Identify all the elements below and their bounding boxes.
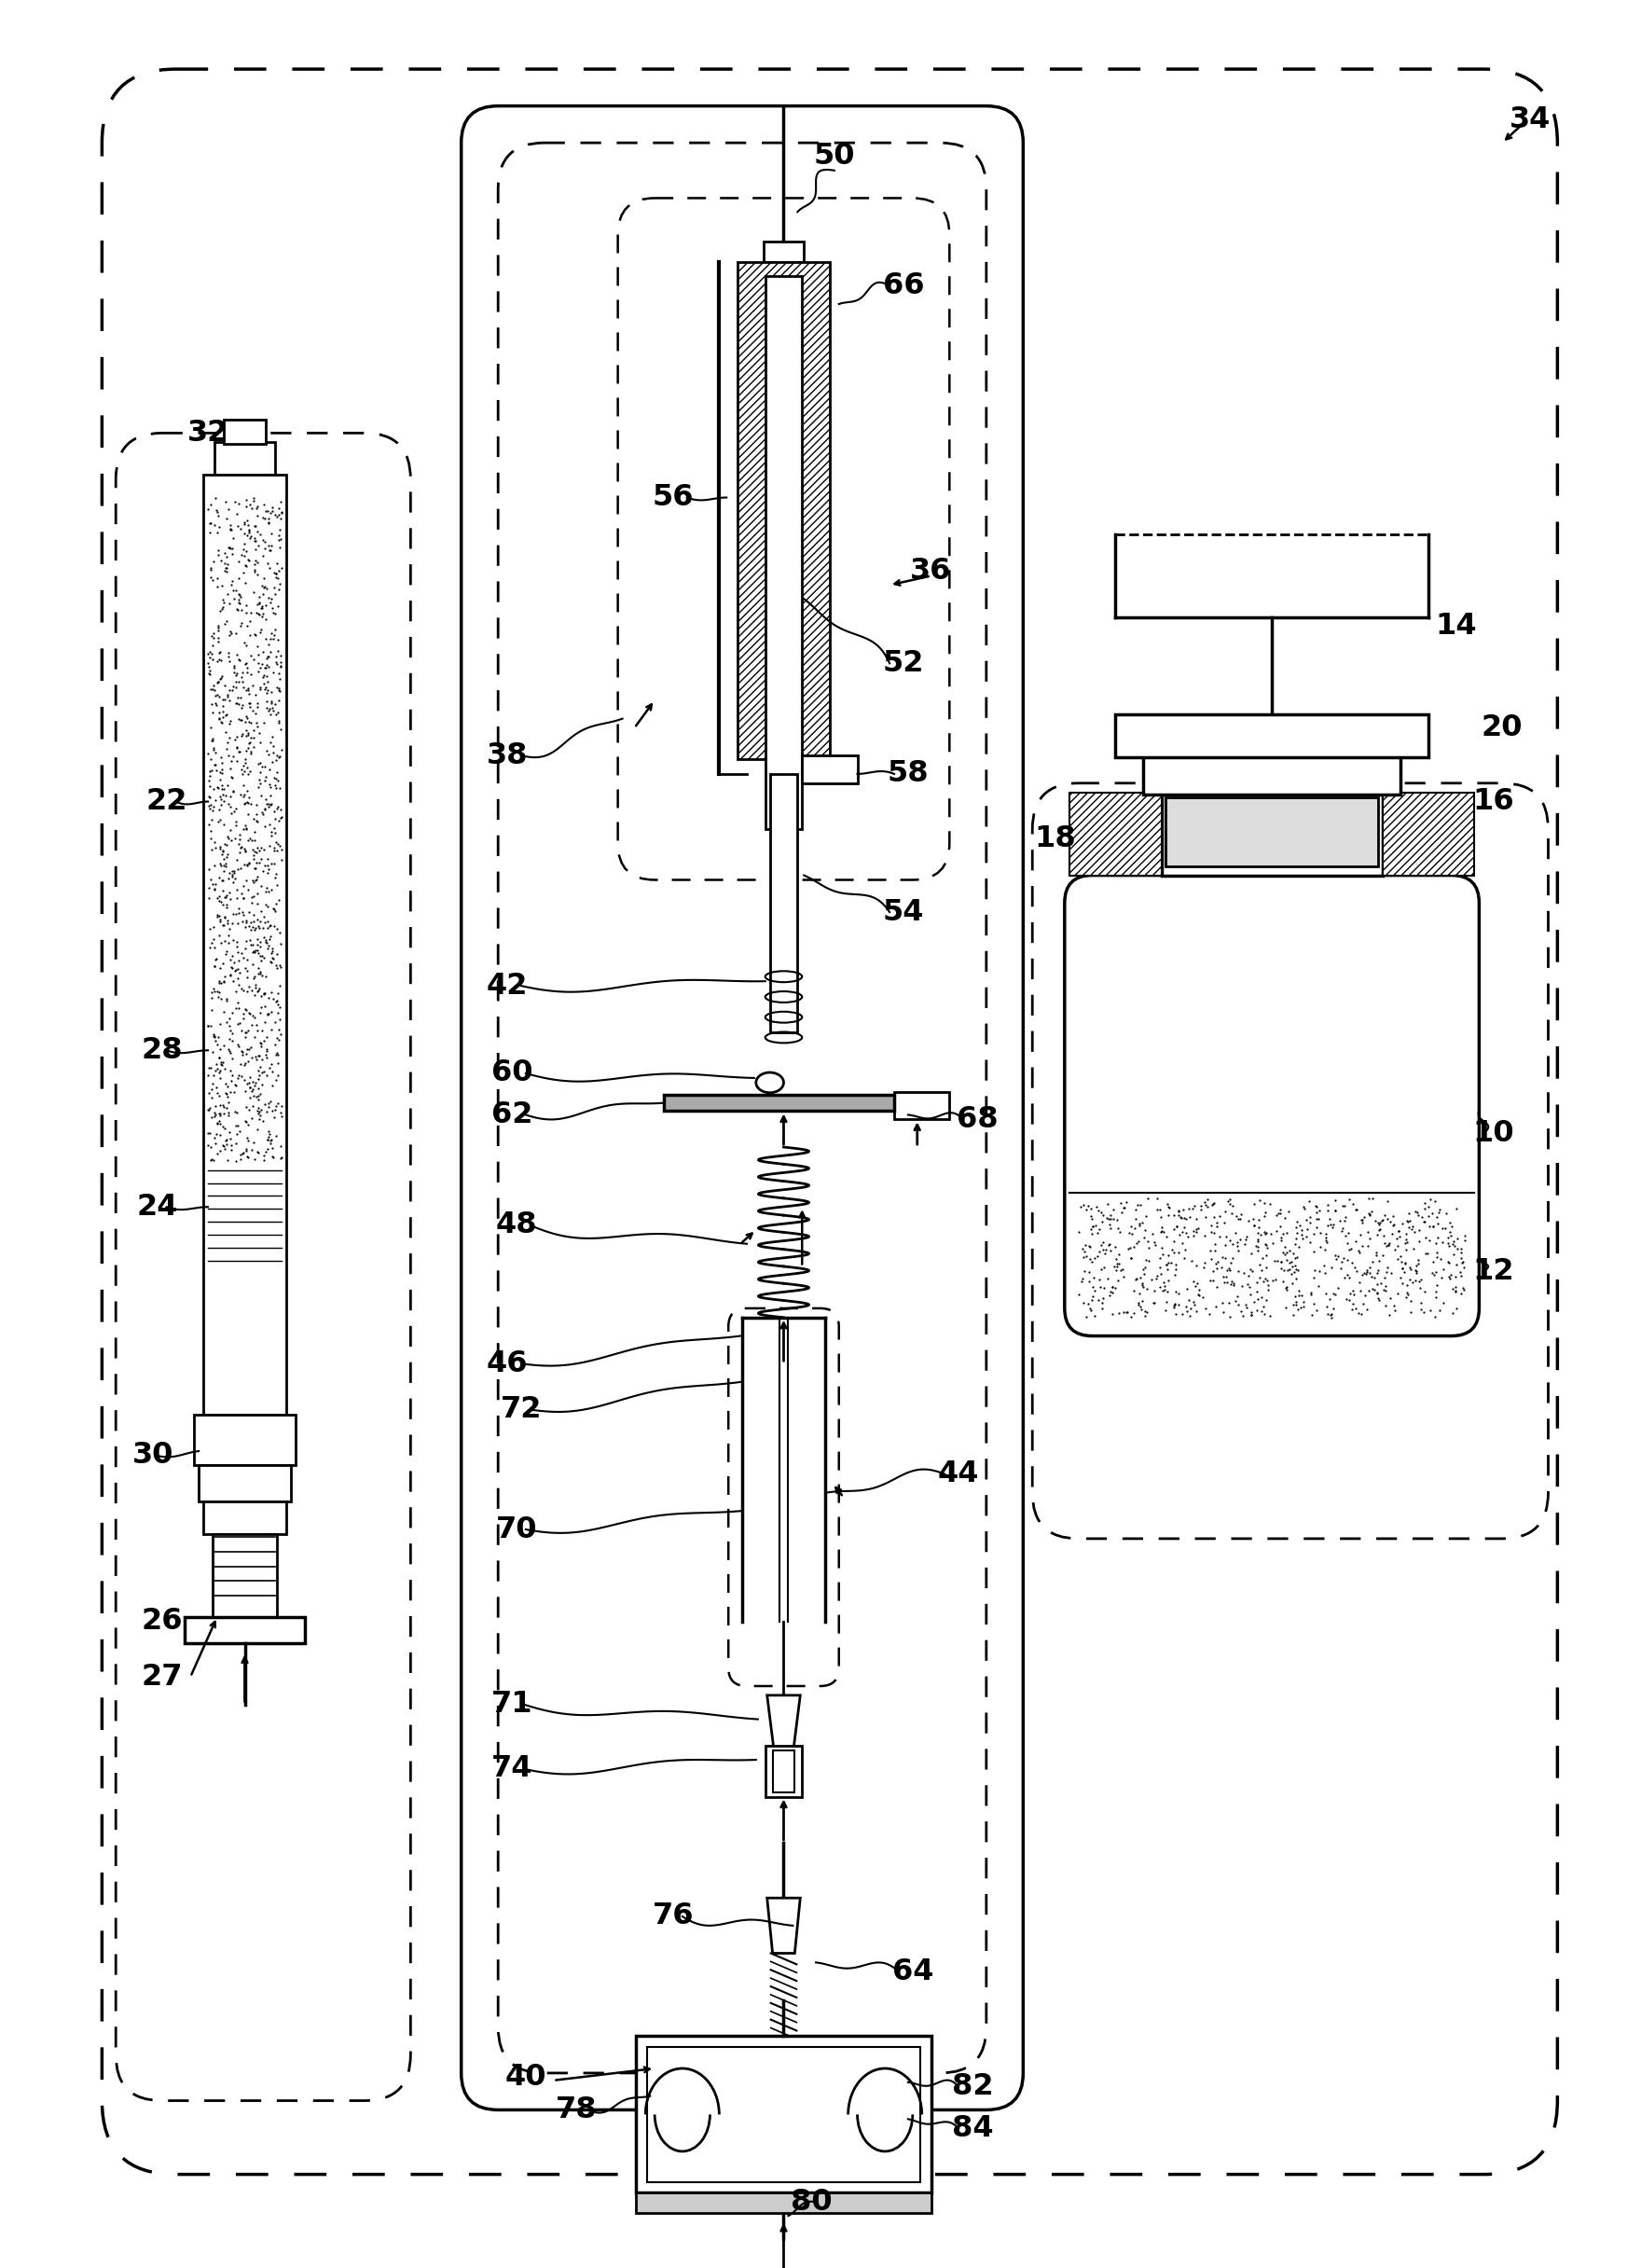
FancyBboxPatch shape (461, 107, 1022, 2109)
Text: 10: 10 (1472, 1118, 1513, 1148)
Bar (894, 1091, 950, 1120)
Text: 27: 27 (141, 1662, 182, 1692)
Text: 71: 71 (491, 1690, 533, 1719)
Bar (773, 1751, 794, 1792)
Bar (765, 277, 802, 830)
Text: 24: 24 (136, 1193, 177, 1222)
Text: 70: 70 (496, 1515, 537, 1545)
Text: 34: 34 (1510, 104, 1551, 134)
Ellipse shape (757, 1073, 784, 1093)
Text: 22: 22 (146, 787, 187, 816)
Bar (1162, 792, 1382, 875)
Bar (203, 1501, 286, 1533)
Text: 54: 54 (883, 898, 924, 928)
Bar (1167, 796, 1378, 866)
Text: 56: 56 (653, 483, 694, 513)
Bar (763, 240, 804, 261)
Bar (665, 1095, 894, 1111)
Text: 46: 46 (487, 1349, 528, 1379)
Text: 78: 78 (556, 2096, 597, 2125)
Text: 12: 12 (1472, 1256, 1513, 1286)
Text: 50: 50 (814, 143, 855, 170)
Text: 38: 38 (487, 742, 528, 769)
Polygon shape (766, 1898, 801, 1953)
Text: 42: 42 (487, 971, 528, 1000)
Text: 16: 16 (1472, 787, 1513, 816)
Bar (637, 2037, 930, 2193)
Text: 58: 58 (888, 760, 929, 789)
Bar (203, 474, 286, 1415)
Bar (1070, 792, 1162, 875)
Text: 26: 26 (141, 1608, 182, 1635)
Bar (637, 2193, 930, 2214)
Polygon shape (766, 1694, 801, 1769)
Bar (1382, 792, 1475, 875)
Bar (1116, 714, 1428, 758)
Text: 36: 36 (911, 556, 952, 585)
Text: 48: 48 (496, 1211, 537, 1241)
Bar (765, 1746, 802, 1796)
Bar (199, 1465, 290, 1501)
Bar (194, 1415, 295, 1465)
FancyBboxPatch shape (1065, 875, 1479, 1336)
Text: 52: 52 (883, 649, 924, 678)
Text: 64: 64 (891, 1957, 934, 1987)
Bar (737, 261, 830, 760)
Text: 82: 82 (952, 2073, 993, 2102)
Text: 30: 30 (131, 1440, 174, 1470)
Bar (647, 2048, 921, 2182)
Text: 62: 62 (491, 1100, 533, 1129)
Text: 72: 72 (501, 1395, 542, 1424)
Text: 66: 66 (883, 272, 924, 299)
Bar (1142, 755, 1401, 794)
Text: 76: 76 (653, 1903, 694, 1930)
Text: 80: 80 (791, 2189, 832, 2216)
Bar (802, 755, 857, 782)
Text: 18: 18 (1034, 823, 1076, 853)
Text: 20: 20 (1482, 714, 1523, 742)
Bar (223, 420, 266, 445)
Bar (215, 442, 276, 474)
Text: 40: 40 (505, 2064, 546, 2091)
Text: 28: 28 (141, 1036, 182, 1064)
Text: 84: 84 (952, 2114, 993, 2143)
Bar (213, 1533, 277, 1617)
Text: 14: 14 (1436, 612, 1477, 642)
Text: 44: 44 (939, 1461, 980, 1488)
Text: 74: 74 (491, 1755, 533, 1783)
Text: 60: 60 (491, 1059, 533, 1089)
Text: 68: 68 (957, 1105, 998, 1134)
Bar (185, 1617, 305, 1642)
Text: 32: 32 (187, 420, 228, 447)
Bar (770, 773, 798, 1032)
